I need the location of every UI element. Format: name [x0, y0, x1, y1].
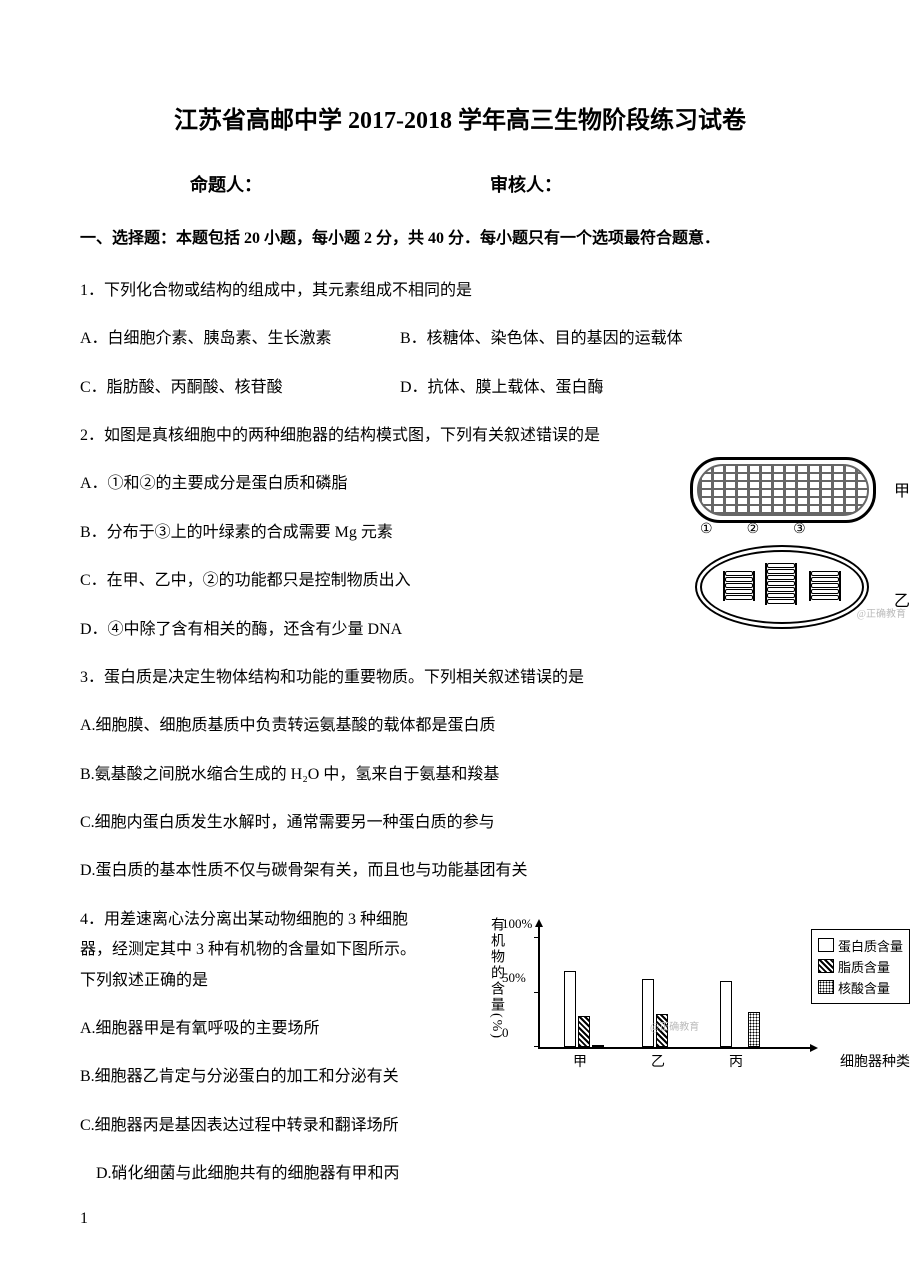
callout-1: ① — [700, 521, 713, 538]
q2-stem: 2．如图是真核细胞中的两种细胞器的结构模式图，下列有关叙述错误的是 — [80, 421, 840, 451]
bar-protein — [642, 979, 654, 1047]
legend-nucleic: 核酸含量 — [838, 978, 890, 997]
legend-lipid: 脂质含量 — [838, 957, 890, 976]
q4-chart: 有机物的含量(%) 细胞器种类 蛋白质含量 脂质含量 核酸含量 @正确教育 05… — [480, 907, 880, 1077]
chart-axes — [538, 927, 810, 1049]
bar-protein — [720, 981, 732, 1046]
ytick-label: 50% — [502, 970, 526, 986]
q1-stem: 1．下列化合物或结构的组成中，其元素组成不相同的是 — [80, 276, 840, 306]
ytick-label: 0 — [502, 1025, 509, 1041]
mitochondrion-icon — [690, 457, 876, 523]
q4-stem-1: 4．用差速离心法分离出某动物细胞的 3 种细胞 — [80, 905, 450, 935]
bar-protein — [564, 971, 576, 1047]
q1-optC: C．脂肪酸、丙酮酸、核苷酸 — [80, 373, 400, 403]
q3-optA: A.细胞膜、细胞质基质中负责转运氨基酸的载体都是蛋白质 — [80, 711, 840, 741]
xcat-label: 丙 — [729, 1051, 743, 1071]
chart-xlabel: 细胞器种类 — [840, 1051, 910, 1071]
q1-optD: D．抗体、膜上载体、蛋白酶 — [400, 373, 840, 403]
q1-optA: A．白细胞介素、胰岛素、生长激素 — [80, 324, 400, 354]
q1-optB: B．核糖体、染色体、目的基因的运载体 — [400, 324, 840, 354]
q4-optA: A.细胞器甲是有氧呼吸的主要场所 — [80, 1014, 450, 1044]
callout-3: ③ — [793, 521, 806, 538]
bar-lipid — [656, 1014, 668, 1047]
q3-optC: C.细胞内蛋白质发生水解时，通常需要另一种蛋白质的参与 — [80, 808, 840, 838]
q2-figure: ① ② ③ 甲 乙 @正确教育 — [680, 457, 910, 627]
legend-protein: 蛋白质含量 — [838, 936, 903, 955]
figure-label-jia: 甲 — [894, 477, 910, 501]
q1-row2: C．脂肪酸、丙酮酸、核苷酸 D．抗体、膜上载体、蛋白酶 — [80, 373, 840, 403]
q4-optC: C.细胞器丙是基因表达过程中转录和翻译场所 — [80, 1111, 840, 1141]
section1-head: 一、选择题：本题包括 20 小题，每小题 2 分，共 40 分．每小题只有一个选… — [80, 225, 840, 254]
q1-row1: A．白细胞介素、胰岛素、生长激素 B．核糖体、染色体、目的基因的运载体 — [80, 324, 840, 354]
bar-nucleic — [748, 1012, 760, 1047]
chart-legend: 蛋白质含量 脂质含量 核酸含量 — [811, 929, 910, 1004]
callout-2: ② — [747, 521, 760, 538]
bar-nucleic — [592, 1045, 604, 1047]
figure-label-yi: 乙 — [894, 587, 910, 611]
q4-stem-3: 下列叙述正确的是 — [80, 966, 450, 996]
xcat-label: 乙 — [651, 1051, 665, 1071]
q3-stem: 3．蛋白质是决定生物体结构和功能的重要物质。下列相关叙述错误的是 — [80, 663, 840, 693]
q4-stem-2: 器，经测定其中 3 种有机物的含量如下图所示。 — [80, 935, 450, 965]
doc-title: 江苏省高邮中学 2017-2018 学年高三生物阶段练习试卷 — [80, 100, 840, 135]
q4-optD: D.硝化细菌与此细胞共有的细胞器有甲和丙 — [80, 1159, 840, 1189]
bar-lipid — [578, 1016, 590, 1047]
q3-optD: D.蛋白质的基本性质不仅与碳骨架有关，而且也与功能基团有关 — [80, 856, 840, 886]
author-left: 命题人： — [190, 171, 430, 197]
chloroplast-icon — [695, 545, 869, 629]
q4-optB: B.细胞器乙肯定与分泌蛋白的加工和分泌有关 — [80, 1062, 450, 1092]
page-number: 1 — [80, 1210, 88, 1228]
ytick-label: 100% — [502, 916, 532, 932]
author-right: 审核人： — [430, 171, 730, 197]
xcat-label: 甲 — [573, 1051, 587, 1071]
q2-callouts: ① ② ③ — [700, 521, 806, 538]
authors-row: 命题人： 审核人： — [80, 171, 840, 197]
q3-optB: B.氨基酸之间脱水缩合生成的 H₂O 中，氢来自于氨基和羧基 — [80, 760, 840, 790]
